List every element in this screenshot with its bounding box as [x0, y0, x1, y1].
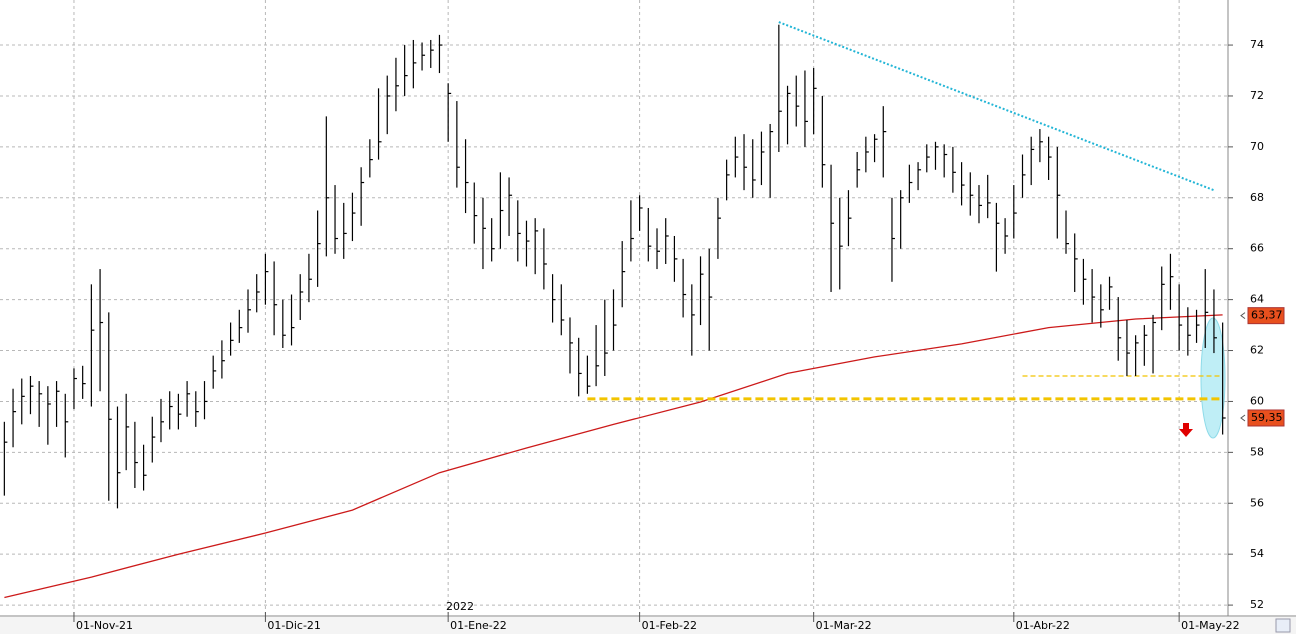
y-tick-label: 58	[1250, 445, 1264, 458]
x-tick-label: 01-Ene-22	[450, 619, 507, 632]
corner-icon	[1275, 618, 1291, 633]
x-tick-label: 01-Nov-21	[76, 619, 133, 632]
trendline	[778, 21, 1215, 192]
x-tick-label: 01-Abr-22	[1016, 619, 1070, 632]
y-tick-label: 70	[1250, 140, 1264, 153]
x-tick-label: 01-Mar-22	[816, 619, 872, 632]
price-label-box	[1247, 409, 1285, 427]
y-tick-label: 60	[1250, 394, 1264, 407]
x-axis-strip	[0, 617, 1296, 634]
price-pointer	[1240, 414, 1246, 422]
down-arrow	[1179, 423, 1193, 437]
y-tick-label: 74	[1250, 38, 1264, 51]
price-pointer	[1240, 312, 1246, 320]
highlight-ellipse	[1200, 317, 1226, 439]
y-tick-label: 56	[1250, 496, 1264, 509]
year-annotation: 2022	[446, 600, 474, 613]
price-label: 59,35	[1251, 411, 1283, 424]
price-label: 63,37	[1251, 309, 1283, 322]
y-tick-label: 64	[1250, 293, 1264, 306]
y-tick-label: 68	[1250, 191, 1264, 204]
y-tick-label: 72	[1250, 89, 1264, 102]
x-tick-label: 01-Feb-22	[642, 619, 697, 632]
y-tick-label: 54	[1250, 547, 1264, 560]
price-label-box	[1247, 307, 1285, 325]
y-tick-label: 62	[1250, 344, 1264, 357]
x-tick-label: 01-May-22	[1181, 619, 1239, 632]
x-tick-label: 01-Dic-21	[267, 619, 321, 632]
y-tick-label: 52	[1250, 598, 1264, 611]
moving-average	[4, 314, 1223, 599]
y-tick-label: 66	[1250, 242, 1264, 255]
